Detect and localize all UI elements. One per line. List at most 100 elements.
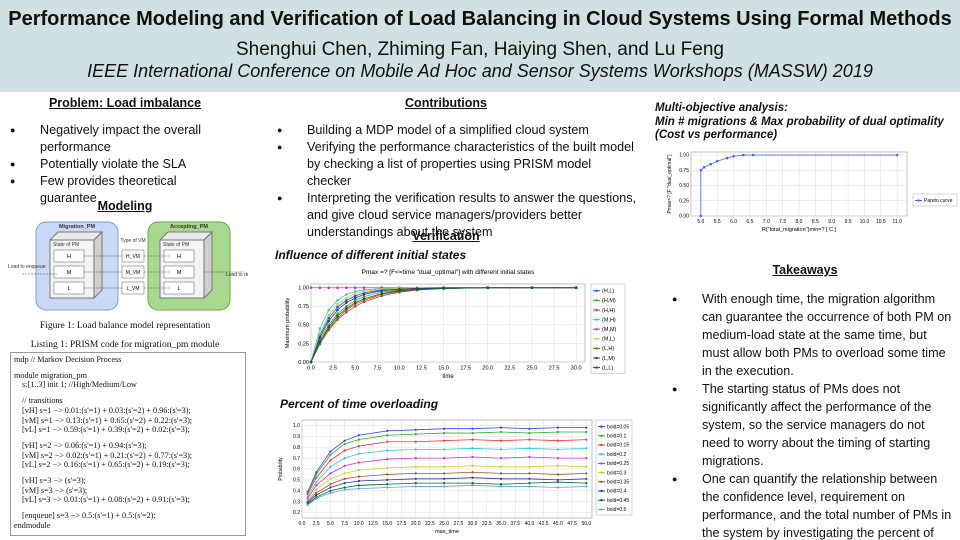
data-point (471, 455, 474, 459)
data-point (556, 480, 559, 484)
legend-label: bold=0.35 (607, 479, 629, 485)
data-point (414, 457, 417, 460)
data-point (585, 438, 588, 441)
data-point (471, 431, 474, 435)
data-point (353, 301, 357, 304)
data-point (528, 482, 531, 485)
data-point (306, 495, 309, 498)
data-point (306, 503, 309, 507)
x-tick-label: 17.5 (460, 366, 471, 372)
legend-marker (595, 299, 598, 302)
data-point (443, 439, 446, 442)
data-point (471, 464, 474, 467)
data-point (471, 482, 474, 485)
legend-marker (600, 508, 603, 511)
data-point (345, 307, 348, 310)
data-point (556, 486, 559, 489)
x-tick-label: 9.0 (828, 219, 835, 225)
legend-marker (595, 347, 598, 350)
code-group: mdp // Markov Decision Process (14, 355, 242, 365)
section-heading: Contributions (405, 96, 487, 110)
data-point (499, 485, 503, 488)
cube-side (203, 230, 213, 300)
bullet-item: Few provides theoretical guarantee (10, 173, 215, 207)
legend-marker (595, 337, 598, 340)
legend-label: (H,H) (602, 308, 615, 314)
x-tick-label: 50.0 (581, 521, 591, 527)
data-point (327, 313, 330, 317)
data-point (699, 168, 703, 172)
code-line: [vH] s=2 −> 0.06:(s'=1) + 0.94:(s'=3); (22, 440, 147, 450)
data-point (329, 465, 332, 468)
data-point (315, 497, 318, 500)
data-point (386, 440, 389, 443)
data-point (318, 336, 322, 339)
data-point (315, 480, 318, 484)
legend-box (912, 193, 958, 207)
data-point (329, 459, 332, 462)
data-point (362, 286, 366, 290)
data-point (556, 426, 559, 429)
data-point (585, 457, 588, 460)
legend-marker (600, 471, 603, 474)
code-group: [vH] s=2 −> 0.06:(s'=1) + 0.94:(s'=3); [v… (14, 441, 242, 470)
data-point (709, 162, 712, 166)
data-point (499, 457, 503, 460)
data-point (327, 328, 330, 332)
data-point (414, 428, 417, 431)
legend-marker (600, 443, 603, 447)
data-point (398, 289, 401, 292)
data-point (414, 477, 417, 480)
x-tick-label: 30.0 (571, 366, 582, 372)
data-point (336, 286, 339, 290)
vm-label: H_VM (126, 254, 140, 260)
y-tick-label: 0.25 (679, 198, 689, 204)
legend-marker (595, 356, 598, 360)
code-line: [vL] s=1 −> 0.59:(s'=1) + 0.39:(s'=2) + … (22, 425, 190, 435)
x-tick-label: 9.5 (845, 219, 852, 225)
data-point (329, 491, 332, 495)
data-point (471, 447, 474, 450)
data-point (327, 323, 330, 327)
data-point (556, 430, 559, 434)
data-point (327, 286, 330, 290)
legend-marker (600, 434, 603, 437)
chart: 0.00 0.25 0.50 0.75 1.00 5.0 5.5 6.0 6.5 7.0 7.5 8.… (667, 151, 958, 233)
data-point (343, 488, 346, 491)
bullet-item: One can quantify the relationship betwee… (672, 470, 952, 540)
x-tick-label: 6.5 (746, 219, 753, 225)
data-point (343, 472, 346, 475)
data-point (386, 486, 389, 489)
x-tick-label: 22.5 (505, 366, 516, 372)
data-point (499, 439, 503, 442)
data-point (499, 430, 503, 434)
venue: IEEE International Conference on Mobile … (87, 61, 873, 81)
data-point (353, 286, 357, 290)
data-point (715, 159, 719, 163)
y-tick-label: 0.9 (293, 434, 300, 440)
data-point (414, 472, 417, 475)
state-label: H (67, 254, 71, 260)
data-point (318, 286, 322, 290)
data-point (315, 484, 318, 487)
data-point (357, 434, 360, 437)
legend-marker (595, 289, 598, 292)
subheading: Percent of time overloading (280, 397, 439, 411)
section-heading: Modeling (97, 199, 153, 213)
code-line: mdp // Markov Decision Process (14, 355, 122, 364)
diagram-label: Load to enqueue (8, 264, 46, 270)
x-tick-label: 17.5 (397, 521, 407, 527)
legend-marker (600, 462, 603, 465)
legend-label: (M,H) (602, 317, 616, 323)
data-point (345, 286, 348, 290)
data-point (499, 472, 503, 475)
data-point (499, 426, 503, 429)
code-group: [vH] s=3 −> (s'=3); [vM] s=3 −> (s'=3); [v… (14, 476, 242, 505)
data-point (556, 439, 559, 442)
model-diagram: H M L H M L H_VM M_VM L_VM Migration_PM Acceptin… (8, 221, 248, 311)
data-point (528, 427, 531, 430)
diagram-label: Migration_PM (59, 224, 95, 230)
data-point (585, 447, 588, 450)
y-tick-label: 0.8 (293, 445, 300, 451)
y-tick-label: 0.25 (298, 341, 309, 347)
